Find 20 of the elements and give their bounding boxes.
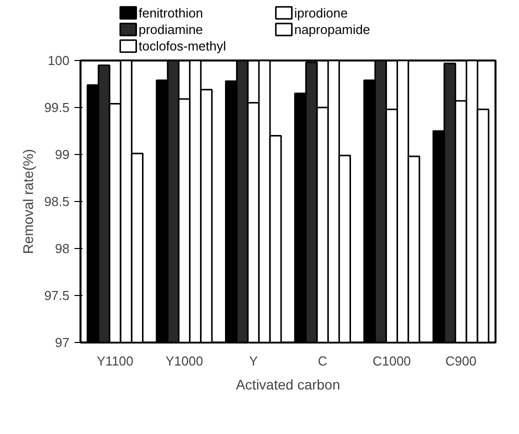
y-axis-title: Removal rate(%) <box>20 148 36 254</box>
x-axis-title: Activated carbon <box>236 376 340 392</box>
x-tick-label: Y1000 <box>165 354 204 368</box>
x-tick-label: C1000 <box>372 354 411 368</box>
legend-label: prodiamine <box>138 22 203 37</box>
legend-label: napropamide <box>294 22 370 37</box>
legend-label: iprodione <box>294 5 348 20</box>
y-tick-label: 98 <box>55 241 70 256</box>
y-tick-label: 98.5 <box>44 194 70 209</box>
y-tick-label: 97 <box>55 335 70 350</box>
x-tick-label: Y1100 <box>96 354 134 368</box>
x-tick-label: Y <box>249 354 258 368</box>
y-tick-label: 100 <box>48 53 70 68</box>
y-tick-label: 99 <box>55 147 70 162</box>
x-tick-label: C900 <box>445 354 476 368</box>
legend-label: toclofos-methyl <box>138 38 226 54</box>
legend-label: fenitrothion <box>138 5 203 20</box>
y-tick-label: 99.5 <box>44 100 70 115</box>
y-tick-label: 97.5 <box>44 288 70 303</box>
x-tick-label: C <box>318 354 328 368</box>
